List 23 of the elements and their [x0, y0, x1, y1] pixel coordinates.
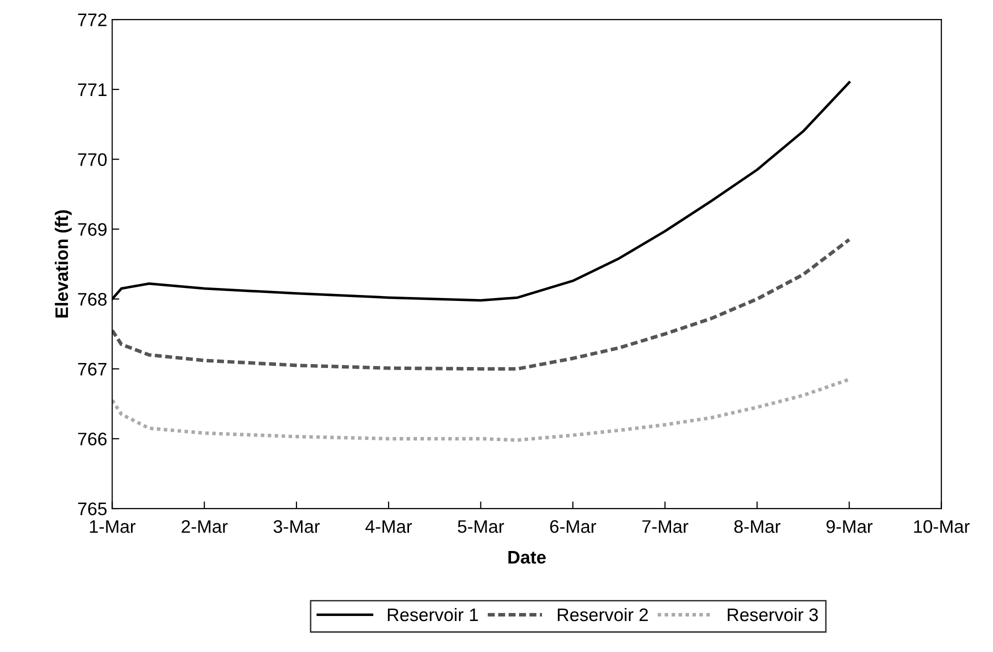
x-tick-label: 10-Mar — [914, 520, 970, 533]
x-tick-label: 2-Mar — [182, 520, 228, 533]
y-tick-label: 766 — [78, 432, 107, 446]
y-tick-label: 772 — [78, 13, 106, 26]
x-tick-label: 6-Mar — [550, 520, 596, 533]
x-tick-label: 3-Mar — [274, 520, 320, 533]
legend-label: Reservoir 2 — [558, 608, 648, 622]
x-tick-label: 1-Mar — [90, 520, 136, 533]
x-tick-label: 9-Mar — [826, 520, 873, 533]
x-tick-label: 7-Mar — [642, 520, 688, 533]
x-tick-label: 8-Mar — [734, 520, 780, 533]
y-axis-title: Elevation (ft) — [54, 210, 72, 318]
y-tick-label: 771 — [78, 84, 106, 96]
y-tick-label: 767 — [78, 362, 106, 376]
legend-label: Reservoir 1 — [388, 608, 478, 622]
x-axis-title: Date — [508, 551, 546, 564]
y-tick-label: 769 — [78, 223, 106, 236]
y-tick-label: 765 — [78, 502, 107, 516]
legend-label: Reservoir 3 — [728, 608, 818, 622]
x-tick-label: 5-Mar — [458, 520, 504, 533]
y-tick-label: 770 — [78, 153, 107, 166]
x-tick-label: 4-Mar — [365, 520, 412, 533]
y-tick-label: 768 — [78, 292, 107, 306]
